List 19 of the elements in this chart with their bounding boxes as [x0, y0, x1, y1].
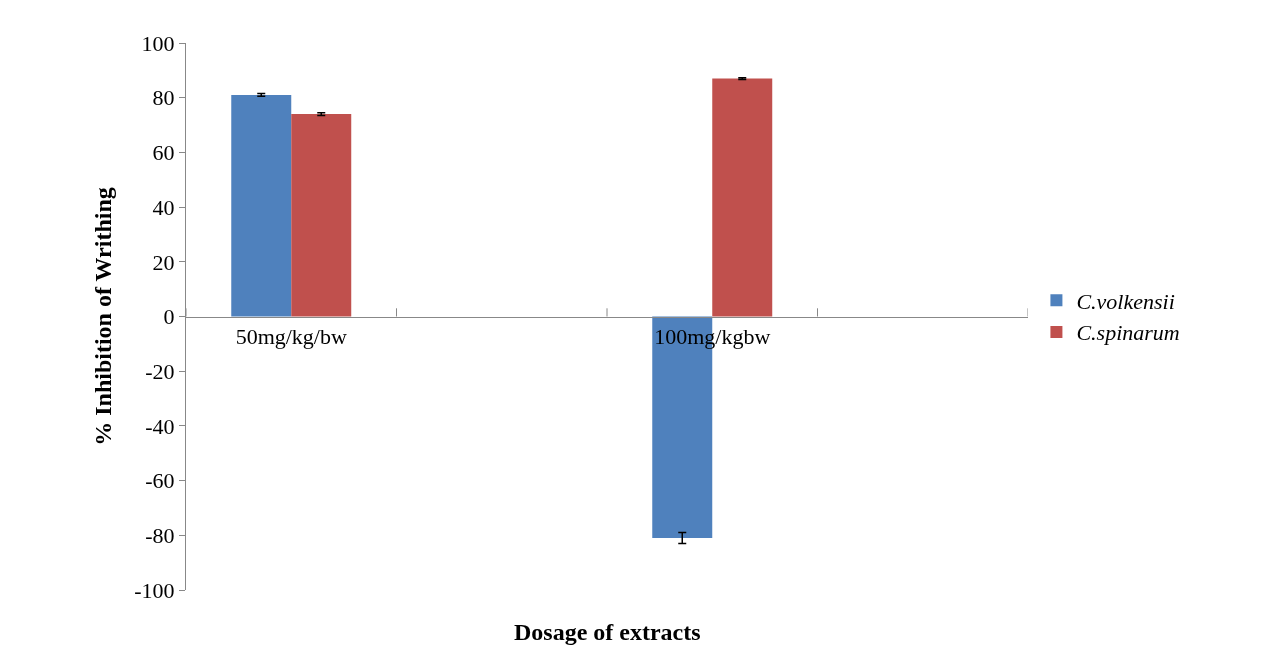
- bar: [712, 78, 773, 317]
- bar: [291, 114, 352, 317]
- y-tick-label: 100: [141, 30, 175, 56]
- y-tick-label: 60: [152, 140, 175, 166]
- y-tick-label: -80: [145, 523, 175, 548]
- y-tick-label: -60: [145, 468, 175, 494]
- y-tick-label: -100: [134, 577, 175, 603]
- y-tick-label: 40: [152, 194, 175, 220]
- y-tick-label: -20: [145, 358, 175, 384]
- y-tick-label: 20: [152, 249, 175, 275]
- y-tick-label: 80: [152, 85, 175, 111]
- legend-label: C.spinarum: [1076, 320, 1180, 346]
- x-tick-label: 50mg/kg/bw: [235, 323, 347, 349]
- y-tick-label: 0: [163, 304, 175, 330]
- x-axis-title: Dosage of extracts: [514, 619, 701, 645]
- bar: [231, 94, 292, 317]
- y-axis-title: % Inhibition of Writhing: [90, 187, 117, 446]
- y-tick-label: -40: [145, 413, 175, 439]
- legend-label: C.volkensii: [1076, 288, 1175, 314]
